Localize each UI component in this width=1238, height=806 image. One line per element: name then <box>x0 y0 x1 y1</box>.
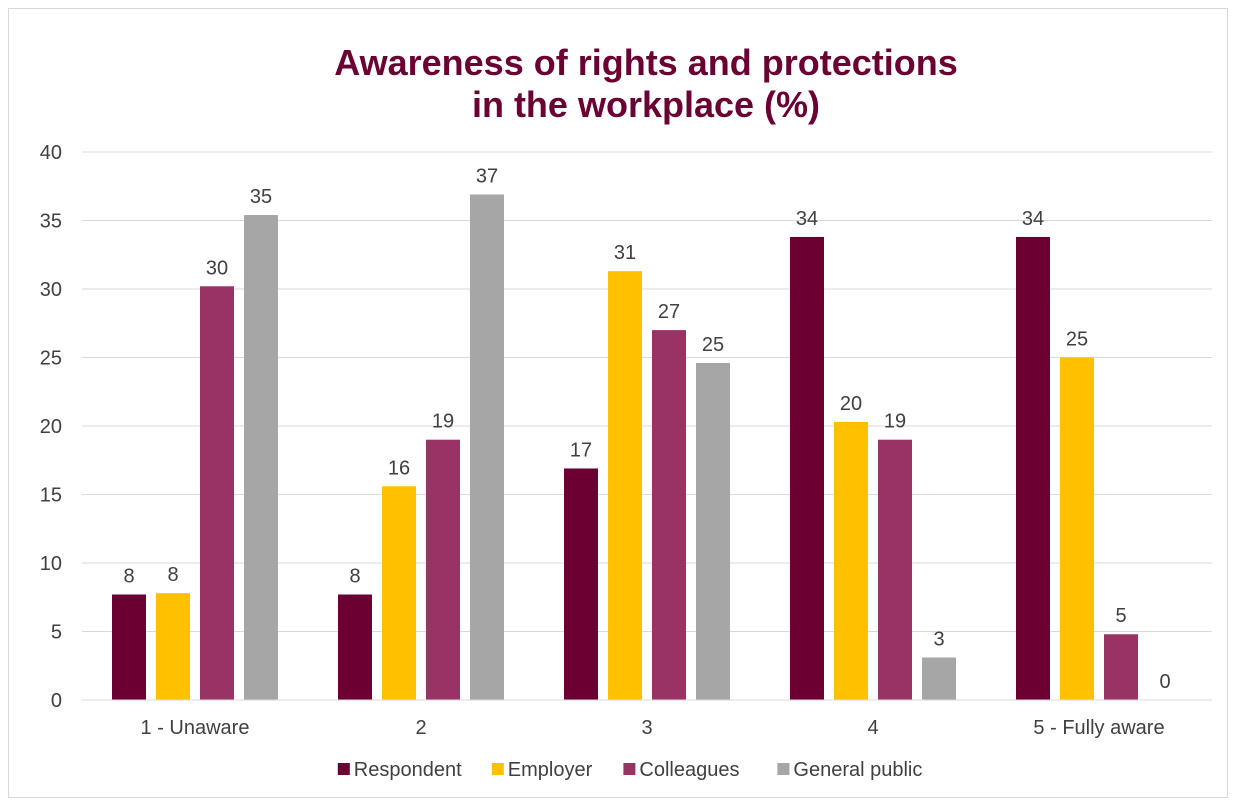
data-label: 30 <box>206 257 228 279</box>
y-tick-label: 40 <box>40 142 62 164</box>
x-tick-label: 2 <box>415 717 426 739</box>
bar <box>470 194 504 700</box>
data-label: 20 <box>840 393 862 415</box>
chart-title-line-2: in the workplace (%) <box>472 84 820 125</box>
legend-swatch <box>337 763 350 775</box>
bar <box>112 594 146 700</box>
data-label: 25 <box>1066 329 1088 351</box>
bar <box>1016 236 1050 700</box>
y-tick-label: 25 <box>40 348 62 370</box>
data-label: 16 <box>388 457 410 479</box>
bar <box>696 362 730 700</box>
legend-swatch <box>777 763 790 775</box>
bar <box>834 421 868 700</box>
bars <box>112 194 1138 700</box>
data-label: 8 <box>167 564 178 586</box>
legend-label: General public <box>793 759 922 781</box>
data-label: 31 <box>614 242 636 264</box>
data-label: 35 <box>250 186 272 208</box>
bar <box>244 215 278 700</box>
y-tick-label: 15 <box>40 485 62 507</box>
data-label: 17 <box>570 439 592 461</box>
bar <box>608 271 642 700</box>
x-tick-label: 3 <box>641 717 652 739</box>
y-tick-label: 35 <box>40 211 62 233</box>
data-label: 25 <box>702 334 724 356</box>
data-label: 34 <box>1022 208 1044 230</box>
y-tick-label: 10 <box>40 553 62 575</box>
legend-swatch <box>623 763 636 775</box>
y-tick-label: 5 <box>51 622 62 644</box>
bar <box>922 657 956 700</box>
bar <box>382 486 416 700</box>
data-label: 27 <box>658 301 680 323</box>
bar <box>1060 357 1094 700</box>
x-tick-label: 1 - Unaware <box>141 717 250 739</box>
y-tick-label: 0 <box>51 690 62 712</box>
data-label: 5 <box>1115 605 1126 627</box>
legend-label: Colleagues <box>639 759 739 781</box>
bar <box>338 594 372 700</box>
x-axis: 1 - Unaware 2 3 4 5 - Fully aware <box>82 699 1212 739</box>
bar <box>200 286 234 700</box>
legend-swatch <box>491 763 504 775</box>
data-label: 19 <box>884 411 906 433</box>
bar <box>878 439 912 700</box>
data-label: 3 <box>933 629 944 651</box>
legend: Respondent Employer Colleagues General publ… <box>337 759 922 781</box>
y-axis: 0 5 10 15 20 25 30 35 40 <box>40 142 62 712</box>
y-tick-label: 30 <box>40 279 62 301</box>
bar <box>652 330 686 700</box>
y-tick-label: 20 <box>40 416 62 438</box>
data-label: 19 <box>432 411 454 433</box>
legend-label: Employer <box>508 759 593 781</box>
data-labels: 8 8 30 35 8 16 19 37 17 31 27 25 34 20 19 3 34 25 5 0 <box>123 165 1170 693</box>
data-label: 0 <box>1159 671 1170 693</box>
chart-title-line-1: Awareness of rights and protections <box>334 42 957 83</box>
bar <box>790 236 824 700</box>
data-label: 8 <box>123 566 134 588</box>
bar <box>156 593 190 700</box>
x-tick-label: 5 - Fully aware <box>1033 717 1164 739</box>
bar <box>426 439 460 700</box>
bar <box>1104 634 1138 700</box>
x-tick-label: 4 <box>867 717 878 739</box>
data-label: 34 <box>796 208 818 230</box>
bar <box>564 468 598 700</box>
data-label: 8 <box>349 566 360 588</box>
data-label: 37 <box>476 165 498 187</box>
legend-label: Respondent <box>354 759 462 781</box>
